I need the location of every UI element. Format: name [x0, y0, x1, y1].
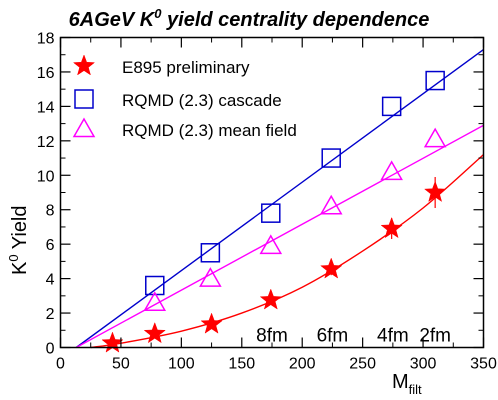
legend-label: E895 preliminary — [122, 58, 250, 77]
data-point — [101, 331, 124, 353]
legend-label: RQMD (2.3) mean field — [122, 121, 297, 140]
data-point — [380, 160, 403, 181]
data-point — [380, 216, 403, 239]
y-tick-label: 4 — [46, 272, 55, 289]
legend: E895 preliminary RQMD (2.3) cascade RQMD (… — [72, 54, 297, 140]
legend-marker — [74, 89, 94, 109]
data-point — [423, 127, 447, 148]
y-tick-label: 0 — [46, 341, 55, 358]
legend-marker — [72, 54, 96, 76]
fit-line — [75, 48, 484, 349]
data-point — [261, 203, 281, 223]
data-point — [259, 288, 282, 310]
x-tick-label: 100 — [168, 356, 195, 373]
fit-line — [75, 124, 484, 349]
annotations: 8fm 6fm 4fm 2fm — [256, 325, 451, 346]
centrality-label: 8fm — [256, 325, 288, 346]
y-tick-label: 10 — [37, 168, 55, 185]
plot-area — [75, 48, 484, 353]
data-point — [381, 96, 402, 117]
centrality-label: 2fm — [419, 325, 451, 346]
y-tick-label: 2 — [46, 306, 55, 323]
x-tick-label: 250 — [349, 356, 376, 373]
y-tick-label: 8 — [46, 203, 55, 220]
data-point — [321, 148, 341, 168]
data-point — [319, 194, 343, 215]
y-axis-label: K0 Yield — [6, 205, 31, 275]
data-point — [259, 234, 283, 255]
x-tick-label: 300 — [410, 356, 437, 373]
axes: 0 50 100 150 200 250 300 350 0 2 4 6 8 10 12 14 16 18 — [37, 31, 497, 373]
data-point — [143, 291, 167, 311]
data-point — [424, 180, 447, 202]
x-tick-label: 350 — [470, 356, 497, 373]
chart-title: 6AGeV K0 yield centrality dependence — [69, 6, 430, 31]
x-tick-label: 200 — [289, 356, 316, 373]
fit-line — [90, 154, 484, 349]
data-point — [200, 312, 223, 334]
x-tick-label: 0 — [56, 356, 65, 373]
y-tick-label: 16 — [37, 65, 55, 82]
data-point — [145, 275, 165, 296]
data-point — [320, 257, 343, 279]
data-point — [425, 70, 445, 91]
x-tick-label: 50 — [112, 356, 130, 373]
data-point — [199, 267, 222, 287]
centrality-label: 4fm — [377, 325, 409, 346]
y-tick-label: 14 — [37, 99, 55, 116]
y-tick-label: 12 — [37, 134, 55, 151]
legend-marker — [72, 117, 96, 138]
data-point — [200, 243, 221, 263]
x-axis-label: Mfilt — [392, 371, 422, 397]
legend-label: RQMD (2.3) cascade — [122, 91, 282, 110]
y-tick-label: 6 — [46, 237, 55, 254]
y-tick-label: 18 — [37, 31, 55, 48]
data-point — [143, 322, 166, 344]
x-tick-label: 150 — [228, 356, 255, 373]
centrality-label: 6fm — [317, 325, 349, 346]
